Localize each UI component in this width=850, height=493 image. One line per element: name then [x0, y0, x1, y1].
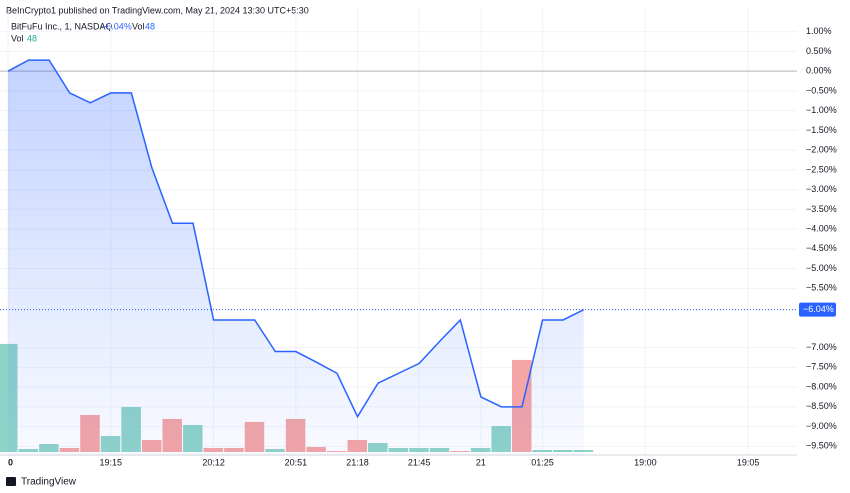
- last-value-badge: [799, 302, 836, 317]
- y-tick-label: −8.00%: [806, 381, 837, 391]
- symbol: BitFuFu Inc., 1, NASDAQ: [11, 21, 113, 31]
- x-tick-label: 20:51: [285, 457, 308, 467]
- y-tick-label: −0.50%: [806, 85, 837, 95]
- y-tick-label: −8.50%: [806, 401, 837, 411]
- volume-value: 48: [27, 33, 37, 43]
- y-tick-label: −4.50%: [806, 243, 837, 253]
- y-tick-label: −3.00%: [806, 184, 837, 194]
- volume-label: Vol: [11, 33, 24, 43]
- y-tick-label: −9.50%: [806, 441, 837, 451]
- x-tick-label: 01:25: [531, 457, 554, 467]
- x-tick-label: 21:18: [346, 457, 369, 467]
- x-tick-label: 20:12: [202, 457, 225, 467]
- y-tick-label: −5.50%: [806, 283, 837, 293]
- x-tick-label: 21:45: [408, 457, 431, 467]
- y-tick-label: 0.00%: [806, 66, 832, 76]
- x-tick-label: 19:15: [100, 457, 123, 467]
- last-value-label: −6.04%: [803, 304, 834, 314]
- y-tick-label: −2.50%: [806, 164, 837, 174]
- volume-value: 48: [145, 21, 155, 31]
- x-tick-label: 0: [8, 457, 13, 467]
- volume-label: Vol: [132, 21, 145, 31]
- area: [8, 60, 584, 456]
- x-tick-label: 19:05: [737, 457, 760, 467]
- y-tick-label: −9.00%: [806, 421, 837, 431]
- y-tick-label: −1.00%: [806, 105, 837, 115]
- footer: TradingView: [21, 477, 77, 488]
- y-tick-label: −4.00%: [806, 224, 837, 234]
- y-tick-label: −1.50%: [806, 125, 837, 135]
- y-tick-label: 1.00%: [806, 26, 832, 36]
- x-tick-label: 21: [476, 457, 486, 467]
- logo: [6, 477, 16, 486]
- x-tick-label: 19:00: [634, 457, 657, 467]
- y-tick-label: −2.00%: [806, 145, 837, 155]
- line: [7, 59, 585, 419]
- y-tick-label: −3.50%: [806, 204, 837, 214]
- header: BeInCrypto1 published on TradingView.com…: [6, 5, 309, 15]
- y-tick-label: 0.50%: [806, 46, 832, 56]
- y-tick-label: −5.00%: [806, 263, 837, 273]
- change: −6.04%: [101, 21, 132, 31]
- y-tick-label: −7.00%: [806, 342, 837, 352]
- y-tick-label: −7.50%: [806, 362, 837, 372]
